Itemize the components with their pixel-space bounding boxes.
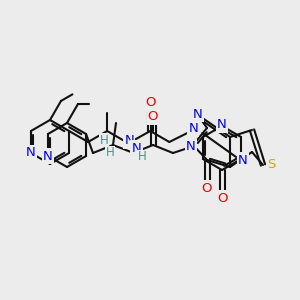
Text: N: N — [193, 107, 203, 121]
Text: N: N — [217, 118, 227, 131]
Text: S: S — [267, 158, 275, 172]
Text: O: O — [148, 110, 158, 124]
Text: H: H — [131, 140, 140, 154]
Text: N: N — [132, 142, 142, 155]
Text: H: H — [100, 134, 109, 146]
Text: O: O — [202, 182, 212, 194]
Text: N: N — [188, 122, 198, 136]
Text: O: O — [145, 97, 155, 110]
Text: N: N — [186, 140, 196, 154]
Text: H: H — [106, 146, 114, 160]
Text: N: N — [238, 154, 248, 166]
Text: O: O — [217, 191, 227, 205]
Text: N: N — [43, 149, 53, 163]
Text: N: N — [26, 146, 36, 160]
Text: N: N — [124, 134, 134, 148]
Text: H: H — [138, 151, 146, 164]
